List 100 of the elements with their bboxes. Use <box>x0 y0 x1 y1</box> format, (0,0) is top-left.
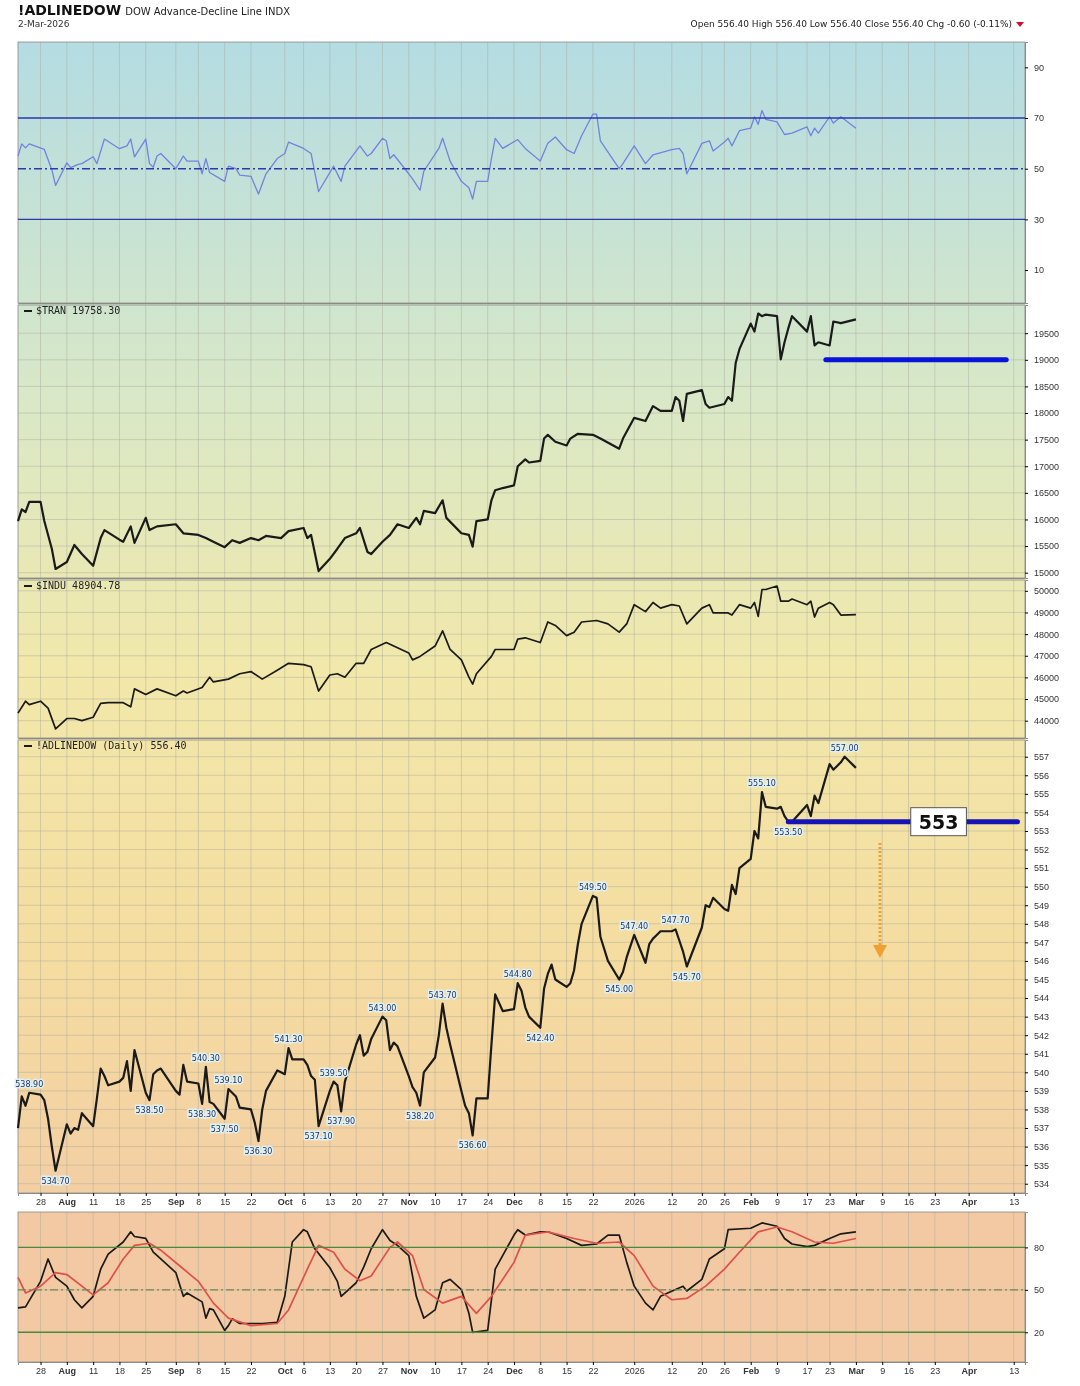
y-tick-label: 541 <box>1034 1049 1050 1060</box>
text: Open 556.40 High 556.40 Low 556.40 Close 556.40 Chg -0.60 (-0.11%) <box>690 19 1012 29</box>
annotation: 542.40 <box>526 1033 555 1043</box>
annotation: 539.50 <box>319 1068 348 1078</box>
annotation: 549.50 <box>578 882 607 892</box>
y-tick-label: 552 <box>1034 844 1050 855</box>
y-tick-label: 551 <box>1034 863 1050 874</box>
y-tick-label: 49000 <box>1034 607 1060 618</box>
x-tick-label: 28 <box>36 1197 47 1208</box>
y-tick-label: 543 <box>1034 1012 1050 1023</box>
y-tick-label: 17500 <box>1034 435 1060 446</box>
x-tick-label: 13 <box>1009 1366 1020 1377</box>
y-tick-label: 16500 <box>1034 488 1060 499</box>
text: 2-Mar-2026 <box>18 19 70 29</box>
y-tick-label: 17000 <box>1034 461 1060 472</box>
y-tick-label: 90 <box>1034 62 1045 73</box>
x-tick-label: Mar <box>848 1366 865 1377</box>
x-tick-label: Aug <box>58 1366 77 1377</box>
y-tick-label: 15500 <box>1034 541 1060 552</box>
x-tick-label: Nov <box>400 1366 418 1377</box>
y-tick-label: 544 <box>1034 993 1050 1004</box>
x-tick-label: 11 <box>88 1366 99 1377</box>
x-tick-label: Mar <box>848 1197 865 1208</box>
x-tick-label: Feb <box>743 1197 760 1208</box>
x-tick-label: 12 <box>667 1197 678 1208</box>
x-tick-label: 18 <box>114 1366 125 1377</box>
x-tick-label: 20 <box>697 1366 708 1377</box>
annotation: 553.50 <box>774 827 803 837</box>
annotation: 537.10 <box>304 1132 333 1142</box>
x-tick-label: 9 <box>880 1366 886 1377</box>
annotation: 537.90 <box>327 1117 356 1127</box>
x-tick-label: 10 <box>430 1366 441 1377</box>
x-tick-label: 13 <box>1009 1197 1020 1208</box>
annotation: 537.50 <box>210 1124 239 1134</box>
x-tick-label: 28 <box>36 1366 47 1377</box>
annotation: 539.10 <box>214 1076 243 1086</box>
x-tick-label: Oct <box>277 1197 293 1208</box>
y-tick-label: 48000 <box>1034 629 1060 640</box>
x-tick-label: 15 <box>562 1197 573 1208</box>
x-tick-label: 18 <box>114 1197 125 1208</box>
y-tick-label: 553 <box>1034 826 1050 837</box>
x-tick-label: 2026 <box>624 1366 645 1377</box>
y-tick-label: 45000 <box>1034 694 1060 705</box>
x-tick-label: 9 <box>880 1197 886 1208</box>
annotation: 547.40 <box>620 921 649 931</box>
x-tick-label: 23 <box>825 1366 836 1377</box>
x-tick-label: Nov <box>400 1197 418 1208</box>
chart-title: !ADLINEDOW <box>18 2 122 18</box>
x-tick-label: 15 <box>220 1366 231 1377</box>
chart-subtitle: DOW Advance-Decline Line INDX <box>125 6 291 17</box>
y-tick-label: 20 <box>1034 1327 1045 1338</box>
x-tick-label: 8 <box>196 1366 202 1377</box>
x-tick-label: 6 <box>301 1197 307 1208</box>
x-tick-label: 23 <box>825 1197 836 1208</box>
x-tick-label: 26 <box>719 1366 730 1377</box>
annotation: 557.00 <box>830 743 859 753</box>
y-tick-label: 545 <box>1034 974 1050 985</box>
annotation: 543.00 <box>368 1003 397 1013</box>
annotation: 545.70 <box>672 972 701 982</box>
x-tick-label: 20 <box>351 1197 362 1208</box>
line-series <box>16 755 858 1172</box>
x-tick-label: 6 <box>301 1366 307 1377</box>
legend-label: !ADLINEDOW (Daily) 556.40 <box>36 740 187 751</box>
annotation: 536.30 <box>244 1147 273 1157</box>
x-tick-label: 20 <box>697 1197 708 1208</box>
x-tick-label: 16 <box>904 1197 915 1208</box>
y-tick-label: 47000 <box>1034 651 1060 662</box>
annotation: 536.60 <box>458 1141 487 1151</box>
x-tick-label: Dec <box>506 1366 523 1377</box>
y-tick-label: 18000 <box>1034 408 1060 419</box>
y-tick-label: 550 <box>1034 882 1050 893</box>
x-tick-label: 2026 <box>624 1197 645 1208</box>
y-tick-label: 537 <box>1034 1123 1050 1134</box>
x-tick-label: 9 <box>775 1366 781 1377</box>
annotation: 547.70 <box>661 916 690 926</box>
x-tick-label: 17 <box>456 1366 467 1377</box>
y-tick-label: 50000 <box>1034 586 1060 597</box>
x-tick-label: 22 <box>588 1366 599 1377</box>
x-tick-label: 16 <box>904 1366 915 1377</box>
x-tick-label: 25 <box>141 1366 152 1377</box>
x-tick-label: 20 <box>351 1366 362 1377</box>
x-tick-label: Dec <box>506 1197 523 1208</box>
annotation: 544.80 <box>503 970 532 980</box>
x-tick-label: 15 <box>220 1197 231 1208</box>
x-tick-label: 23 <box>930 1366 941 1377</box>
y-tick-label: 19500 <box>1034 328 1060 339</box>
y-tick-label: 50 <box>1034 164 1045 175</box>
y-tick-label: 547 <box>1034 937 1050 948</box>
line-series <box>17 109 857 200</box>
x-tick-label: 26 <box>719 1197 730 1208</box>
annotation: 534.70 <box>41 1176 70 1186</box>
x-tick-label: 24 <box>483 1366 494 1377</box>
y-tick-label: 556 <box>1034 770 1050 781</box>
y-tick-label: 46000 <box>1034 672 1060 683</box>
y-tick-label: 548 <box>1034 919 1050 930</box>
x-tick-label: Apr <box>961 1366 978 1377</box>
y-tick-label: 534 <box>1034 1179 1050 1190</box>
x-tick-label: 27 <box>377 1366 388 1377</box>
y-tick-label: 16000 <box>1034 514 1060 525</box>
y-tick-label: 536 <box>1034 1141 1050 1152</box>
